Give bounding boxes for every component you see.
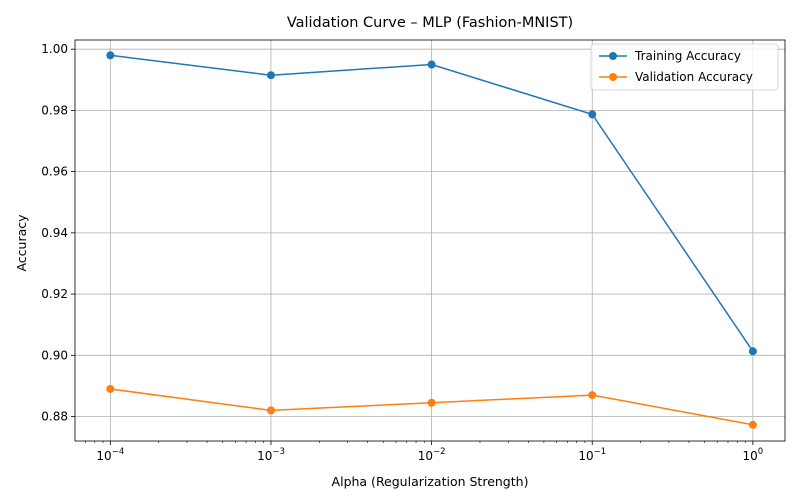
x-tick-label: 100 — [743, 447, 764, 463]
data-point — [748, 420, 757, 429]
axis-ticks: 10−4 10−3 10−2 10−1 100 0.88 0.90 0.92 0.94 0.96 0… — [41, 42, 763, 463]
data-point — [106, 384, 115, 393]
chart-title: Validation Curve – MLP (Fashion-MNIST) — [287, 15, 573, 31]
data-point — [588, 391, 597, 400]
y-tick-label: 0.98 — [41, 103, 68, 117]
grid-lines — [75, 40, 785, 441]
legend-label: Training Accuracy — [634, 49, 741, 63]
y-axis-label: Accuracy — [14, 214, 29, 272]
plot-frame — [74, 39, 786, 442]
data-point — [748, 347, 757, 356]
data-point — [427, 60, 436, 69]
x-tick-label: 10−1 — [578, 447, 606, 463]
y-tick-label: 0.90 — [41, 348, 68, 362]
x-tick-label: 10−3 — [257, 447, 285, 463]
y-tick-label: 1.00 — [41, 42, 68, 56]
y-tick-label: 0.88 — [41, 410, 68, 424]
x-axis-label: Alpha (Regularization Strength) — [332, 474, 529, 489]
series-layer — [106, 51, 757, 429]
x-tick-label: 10−2 — [418, 447, 446, 463]
data-point — [266, 71, 275, 80]
data-point — [588, 110, 597, 119]
y-tick-label: 0.92 — [41, 287, 68, 301]
y-tick-label: 0.94 — [41, 226, 68, 240]
data-point — [266, 406, 275, 415]
y-tick-label: 0.96 — [41, 165, 68, 179]
legend-label: Validation Accuracy — [635, 70, 753, 84]
x-tick-label: 10−4 — [96, 447, 124, 463]
data-point — [427, 398, 436, 407]
legend-box — [590, 43, 779, 91]
legend-swatch-marker — [609, 52, 617, 60]
legend: Training Accuracy Validation Accuracy — [590, 43, 779, 91]
legend-swatch-marker — [609, 73, 617, 81]
data-point — [106, 51, 115, 60]
